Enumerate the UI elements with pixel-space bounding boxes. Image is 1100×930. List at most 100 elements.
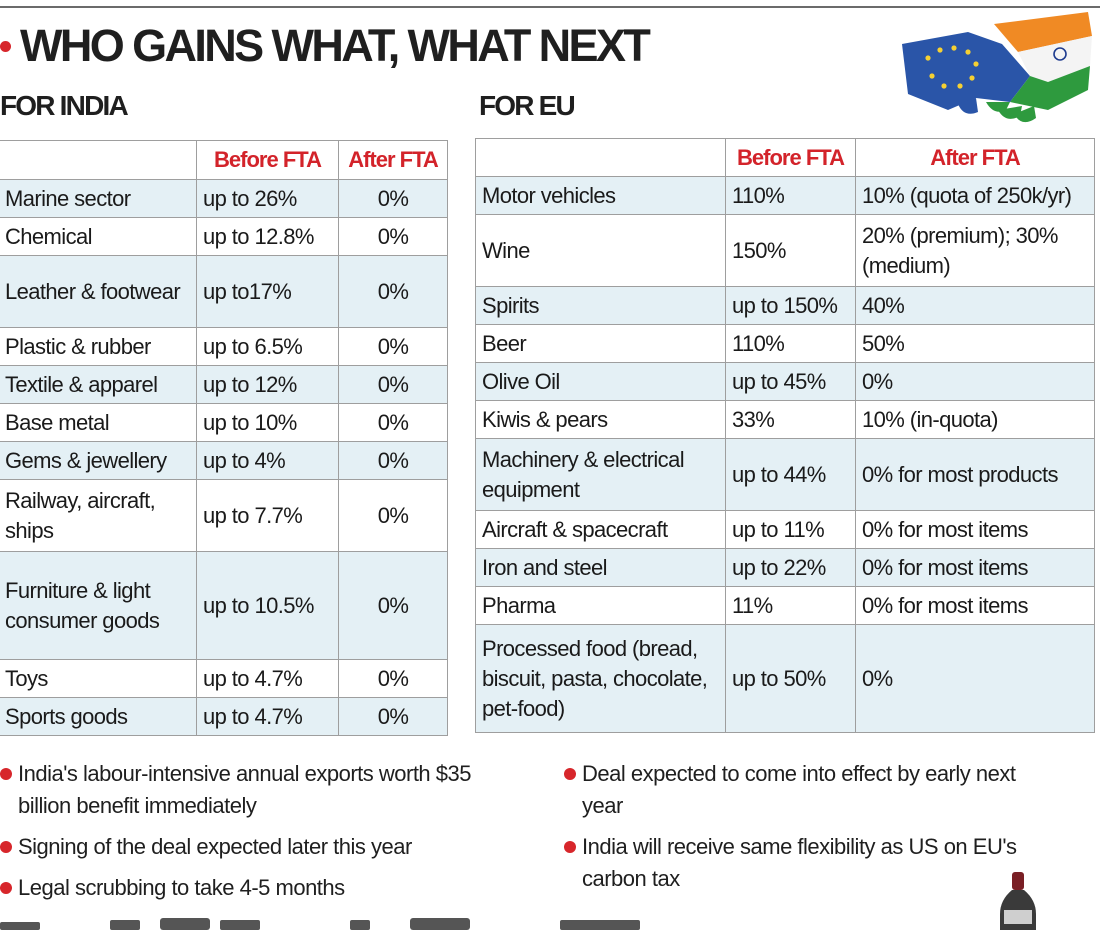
before-cell: up to 10.5% [196, 551, 339, 660]
sector-cell: Spirits [475, 286, 726, 325]
sector-cell: Chemical [0, 217, 197, 256]
table-row: Furniture & light consumer goods up to 1… [0, 551, 448, 660]
note-item: Legal scrubbing to take 4-5 months [0, 872, 485, 904]
sector-cell: Kiwis & pears [475, 400, 726, 439]
after-cell: 0% [338, 441, 448, 480]
header-sector-blank [475, 138, 726, 177]
table-row: Railway, aircraft, ships up to 7.7% 0% [0, 479, 448, 552]
before-cell: up to 4.7% [196, 659, 339, 698]
header-after-fta: After FTA [855, 138, 1095, 177]
after-cell: 0% for most items [855, 586, 1095, 625]
after-cell: 0% [338, 365, 448, 404]
note-item: India will receive same flexibility as U… [564, 831, 1024, 895]
page-title-text: WHO GAINS WHAT, WHAT NEXT [20, 20, 651, 71]
after-cell: 0% for most items [855, 548, 1095, 587]
after-cell: 0% [338, 327, 448, 366]
after-cell: 10% (in-quota) [855, 400, 1095, 439]
table-row: Spirits up to 150% 40% [475, 286, 1095, 325]
sector-cell: Wine [475, 214, 726, 287]
table-row: Textile & apparel up to 12% 0% [0, 365, 448, 404]
table-row: Motor vehicles 110% 10% (quota of 250k/y… [475, 176, 1095, 215]
table-row: Chemical up to 12.8% 0% [0, 217, 448, 256]
sector-cell: Motor vehicles [475, 176, 726, 215]
table-row: Sports goods up to 4.7% 0% [0, 697, 448, 736]
table-row: Marine sector up to 26% 0% [0, 179, 448, 218]
top-rule [0, 6, 1100, 8]
before-cell: 33% [725, 400, 856, 439]
before-cell: 110% [725, 176, 856, 215]
before-cell: up to 12% [196, 365, 339, 404]
before-cell: up to 7.7% [196, 479, 339, 552]
eu-tariff-table: Before FTA After FTA Motor vehicles 110%… [475, 138, 1095, 733]
notes-right: Deal expected to come into effect by ear… [564, 758, 1024, 904]
after-cell: 0% [855, 624, 1095, 733]
sector-cell: Pharma [475, 586, 726, 625]
header-before-fta: Before FTA [196, 140, 339, 180]
after-cell: 0% [338, 255, 448, 328]
sector-cell: Processed food (bread, biscuit, pasta, c… [475, 624, 726, 733]
india-tariff-table: Before FTA After FTA Marine sector up to… [0, 140, 448, 736]
sector-cell: Toys [0, 659, 197, 698]
before-cell: up to 12.8% [196, 217, 339, 256]
table-row: Toys up to 4.7% 0% [0, 659, 448, 698]
before-cell: 110% [725, 324, 856, 363]
header-before-fta: Before FTA [725, 138, 856, 177]
table-row: Machinery & electrical equipment up to 4… [475, 438, 1095, 511]
page-title: WHO GAINS WHAT, WHAT NEXT [0, 18, 651, 74]
sector-cell: Textile & apparel [0, 365, 197, 404]
before-cell: up to 50% [725, 624, 856, 733]
after-cell: 0% [338, 551, 448, 660]
after-cell: 0% [338, 479, 448, 552]
before-cell: 11% [725, 586, 856, 625]
after-cell: 0% [338, 217, 448, 256]
sector-cell: Gems & jewellery [0, 441, 197, 480]
sector-cell: Iron and steel [475, 548, 726, 587]
before-cell: up to 11% [725, 510, 856, 549]
after-cell: 0% [338, 403, 448, 442]
before-cell: up to 44% [725, 438, 856, 511]
header-sector-blank [0, 140, 197, 180]
note-item: Deal expected to come into effect by ear… [564, 758, 1024, 822]
handshake-flags-icon [902, 12, 1092, 123]
before-cell: up to17% [196, 255, 339, 328]
sector-cell: Base metal [0, 403, 197, 442]
table-row: Beer 110% 50% [475, 324, 1095, 363]
table-row: Leather & footwear up to17% 0% [0, 255, 448, 328]
sector-cell: Marine sector [0, 179, 197, 218]
table-row: Base metal up to 10% 0% [0, 403, 448, 442]
wine-bottle-icon [1000, 872, 1036, 930]
before-cell: up to 4.7% [196, 697, 339, 736]
before-cell: up to 150% [725, 286, 856, 325]
after-cell: 50% [855, 324, 1095, 363]
before-cell: up to 22% [725, 548, 856, 587]
table-row: Olive Oil up to 45% 0% [475, 362, 1095, 401]
before-cell: up to 26% [196, 179, 339, 218]
sector-cell: Furniture & light consumer goods [0, 551, 197, 660]
after-cell: 40% [855, 286, 1095, 325]
before-cell: 150% [725, 214, 856, 287]
sector-cell: Sports goods [0, 697, 197, 736]
before-cell: up to 10% [196, 403, 339, 442]
sector-cell: Olive Oil [475, 362, 726, 401]
eu-heading: FOR EU [479, 90, 576, 121]
sector-cell: Plastic & rubber [0, 327, 197, 366]
before-cell: up to 45% [725, 362, 856, 401]
india-heading: FOR INDIA [0, 90, 129, 121]
bullet-dot-icon [0, 40, 11, 52]
header-after-fta: After FTA [338, 140, 448, 180]
table-row: Pharma 11% 0% for most items [475, 586, 1095, 625]
sector-cell: Machinery & electrical equipment [475, 438, 726, 511]
notes-left: India's labour-intensive annual exports … [0, 758, 485, 913]
after-cell: 10% (quota of 250k/yr) [855, 176, 1095, 215]
after-cell: 0% [338, 659, 448, 698]
after-cell: 0% [338, 697, 448, 736]
after-cell: 20% (premium); 30% (medium) [855, 214, 1095, 287]
table-row: Processed food (bread, biscuit, pasta, c… [475, 624, 1095, 733]
after-cell: 0% [855, 362, 1095, 401]
after-cell: 0% [338, 179, 448, 218]
after-cell: 0% for most products [855, 438, 1095, 511]
sector-cell: Leather & footwear [0, 255, 197, 328]
sector-cell: Beer [475, 324, 726, 363]
table-row: Iron and steel up to 22% 0% for most ite… [475, 548, 1095, 587]
before-cell: up to 6.5% [196, 327, 339, 366]
